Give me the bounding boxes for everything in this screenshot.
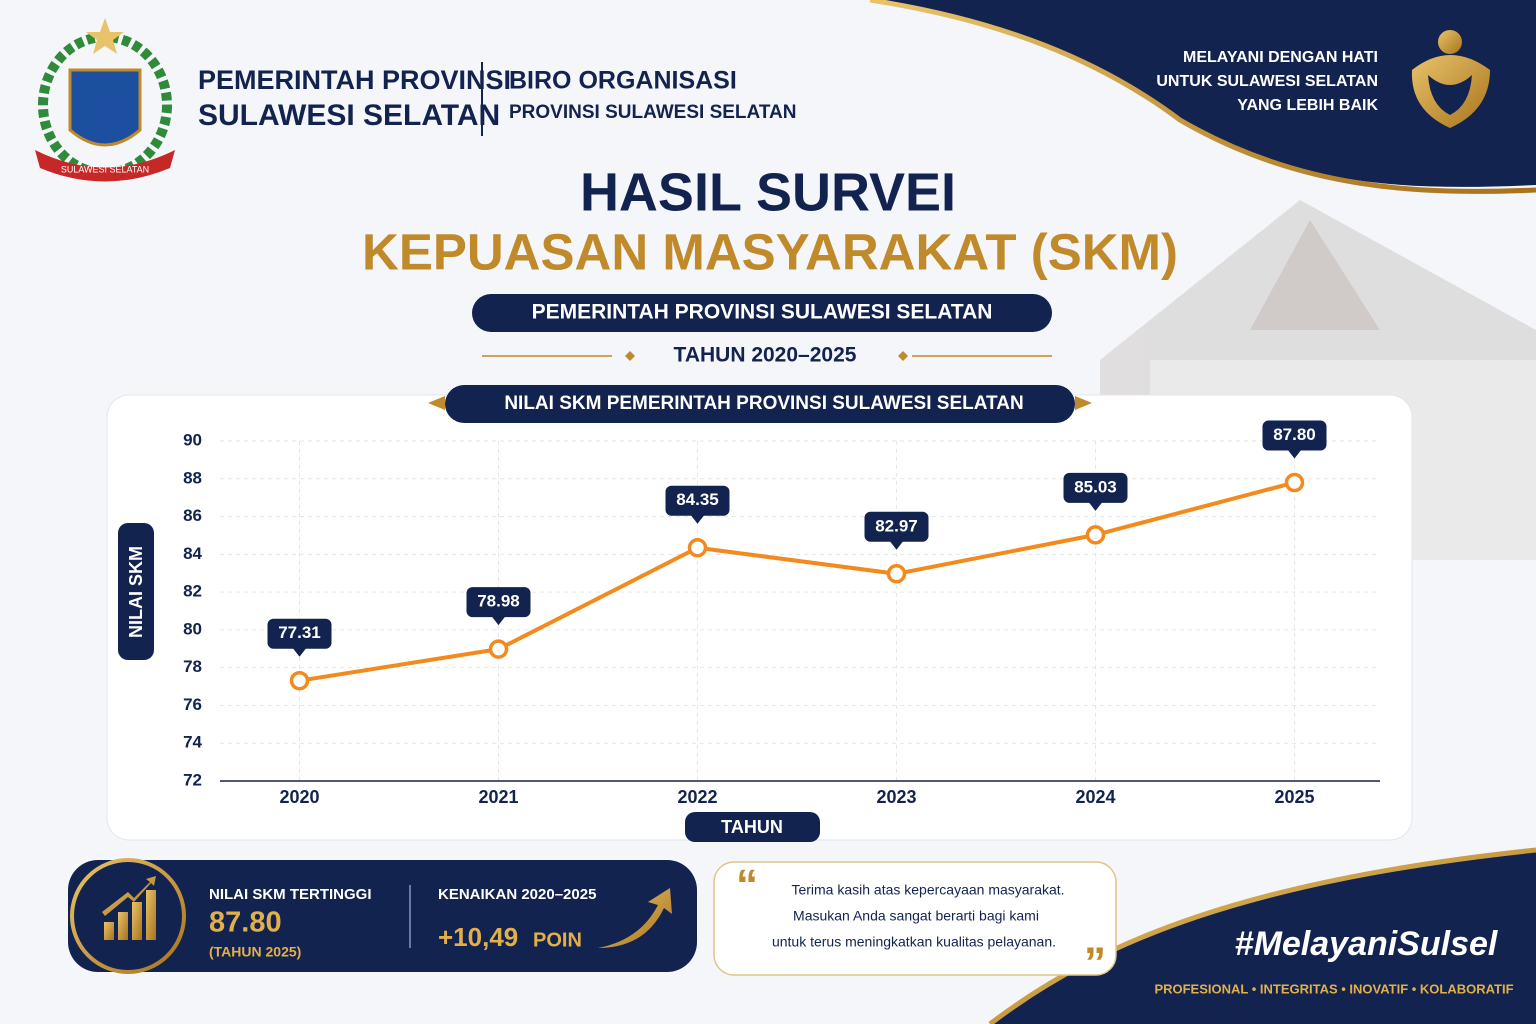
org-name: PEMERINTAH PROVINSI xyxy=(198,65,511,95)
diamond xyxy=(898,351,908,361)
y-tick-label: 76 xyxy=(183,695,202,714)
tagline: YANG LEBIH BAIK xyxy=(1237,97,1378,114)
label-pointer xyxy=(491,616,506,626)
x-tick-label: 2020 xyxy=(279,787,319,807)
value-label: 85.03 xyxy=(1074,477,1117,496)
y-tick-label: 90 xyxy=(183,430,202,449)
label-pointer xyxy=(1088,501,1103,511)
chart-card xyxy=(106,394,1413,841)
quote-text: untuk terus meningkatkan kualitas pelaya… xyxy=(772,934,1056,950)
point xyxy=(687,537,708,558)
title: HASIL SURVEI xyxy=(580,162,956,222)
ornament xyxy=(428,396,445,410)
core-values: PROFESIONAL • INTEGRITAS • INOVATIF • KO… xyxy=(1154,981,1513,996)
value-label: 84.35 xyxy=(676,490,719,509)
org-name: SULAWESI SELATAN xyxy=(198,99,500,132)
x-tick-label: 2021 xyxy=(478,787,518,807)
x-tick-label: 2022 xyxy=(677,787,717,807)
stat-value: 87.80 xyxy=(209,907,282,939)
summary-panel xyxy=(68,860,697,972)
y-tick-label: 88 xyxy=(183,468,202,487)
stat-label: KENAIKAN 2020–2025 xyxy=(438,886,596,903)
stat-note: (TAHUN 2025) xyxy=(209,944,301,960)
y-tick-label: 82 xyxy=(183,582,202,601)
value-label: 82.97 xyxy=(875,516,918,535)
x-label-pill xyxy=(685,812,820,842)
quote-mark: ” xyxy=(1084,939,1106,988)
label-box xyxy=(466,587,531,618)
emblem-label: SULAWESI SELATAN xyxy=(61,164,149,174)
point xyxy=(289,670,310,691)
y-tick-label: 84 xyxy=(183,544,202,563)
label-box xyxy=(267,618,332,649)
quote-box xyxy=(713,861,1117,976)
chart-title: NILAI SKM PEMERINTAH PROVINSI SULAWESI S… xyxy=(504,393,1023,414)
label-box xyxy=(665,485,730,516)
header-band xyxy=(870,0,1536,187)
y-axis-label: NILAI SKM xyxy=(126,546,146,638)
subtitle-pill xyxy=(472,294,1052,332)
quote-mark: “ xyxy=(736,861,758,910)
chart-title-pill xyxy=(445,385,1075,423)
y-label-pill xyxy=(118,523,154,660)
point xyxy=(1085,525,1106,545)
stat-unit: POIN xyxy=(533,929,582,951)
label-pointer xyxy=(1287,449,1302,459)
gold-curve xyxy=(988,847,1536,1024)
stat-value: +10,49 xyxy=(438,922,518,952)
point xyxy=(886,564,907,584)
label-pointer xyxy=(690,514,705,524)
y-tick-label: 78 xyxy=(183,657,202,676)
logo-mark xyxy=(1411,30,1490,128)
arrow-icon xyxy=(598,888,672,948)
period: TAHUN 2020–2025 xyxy=(674,344,857,367)
diamond xyxy=(625,351,635,361)
unit-name: BIRO ORGANISASI xyxy=(509,67,737,95)
subtitle: PEMERINTAH PROVINSI SULAWESI SELATAN xyxy=(532,301,993,324)
y-tick-label: 86 xyxy=(183,506,202,525)
line xyxy=(299,480,1296,683)
label-box xyxy=(1063,472,1128,503)
emblem: SULAWESI SELATAN xyxy=(35,18,175,182)
ornament xyxy=(1075,396,1092,410)
x-tick-label: 2025 xyxy=(1274,787,1314,807)
value-label: 77.31 xyxy=(278,623,321,642)
footer-band xyxy=(990,850,1536,1024)
y-tick-label: 80 xyxy=(183,619,202,638)
unit-name: PROVINSI SULAWESI SELATAN xyxy=(509,102,797,123)
plot: 72 74 76 78 80 82 84 86 88 90 2020 2021 2022 2023 2024… xyxy=(183,420,1380,807)
x-tick-label: 2023 xyxy=(876,787,916,807)
value-label: 87.80 xyxy=(1273,425,1316,444)
tagline: MELAYANI DENGAN HATI xyxy=(1183,49,1378,66)
y-tick-label: 72 xyxy=(183,770,202,789)
x-tick-label: 2024 xyxy=(1075,787,1115,807)
growth-icon xyxy=(102,876,156,940)
y-tick-label: 74 xyxy=(183,733,202,752)
quote-text: Terima kasih atas kepercayaan masyarakat… xyxy=(791,882,1064,898)
point xyxy=(488,639,509,659)
label-pointer xyxy=(889,540,904,550)
gold-curve xyxy=(869,0,1536,194)
quote-text: Masukan Anda sangat berarti bagi kami xyxy=(793,908,1039,924)
stat-label: NILAI SKM TERTINGGI xyxy=(209,886,372,903)
point xyxy=(1284,472,1305,493)
value-label: 78.98 xyxy=(477,592,520,611)
title: KEPUASAN MASYARAKAT (SKM) xyxy=(362,223,1178,280)
x-axis-label: TAHUN xyxy=(721,817,783,837)
label-pointer xyxy=(292,647,307,657)
label-box xyxy=(1262,420,1327,451)
label-box xyxy=(864,511,929,542)
hashtag: #MelayaniSulsel xyxy=(1235,925,1499,963)
tagline: UNTUK SULAWESI SELATAN xyxy=(1156,73,1378,90)
